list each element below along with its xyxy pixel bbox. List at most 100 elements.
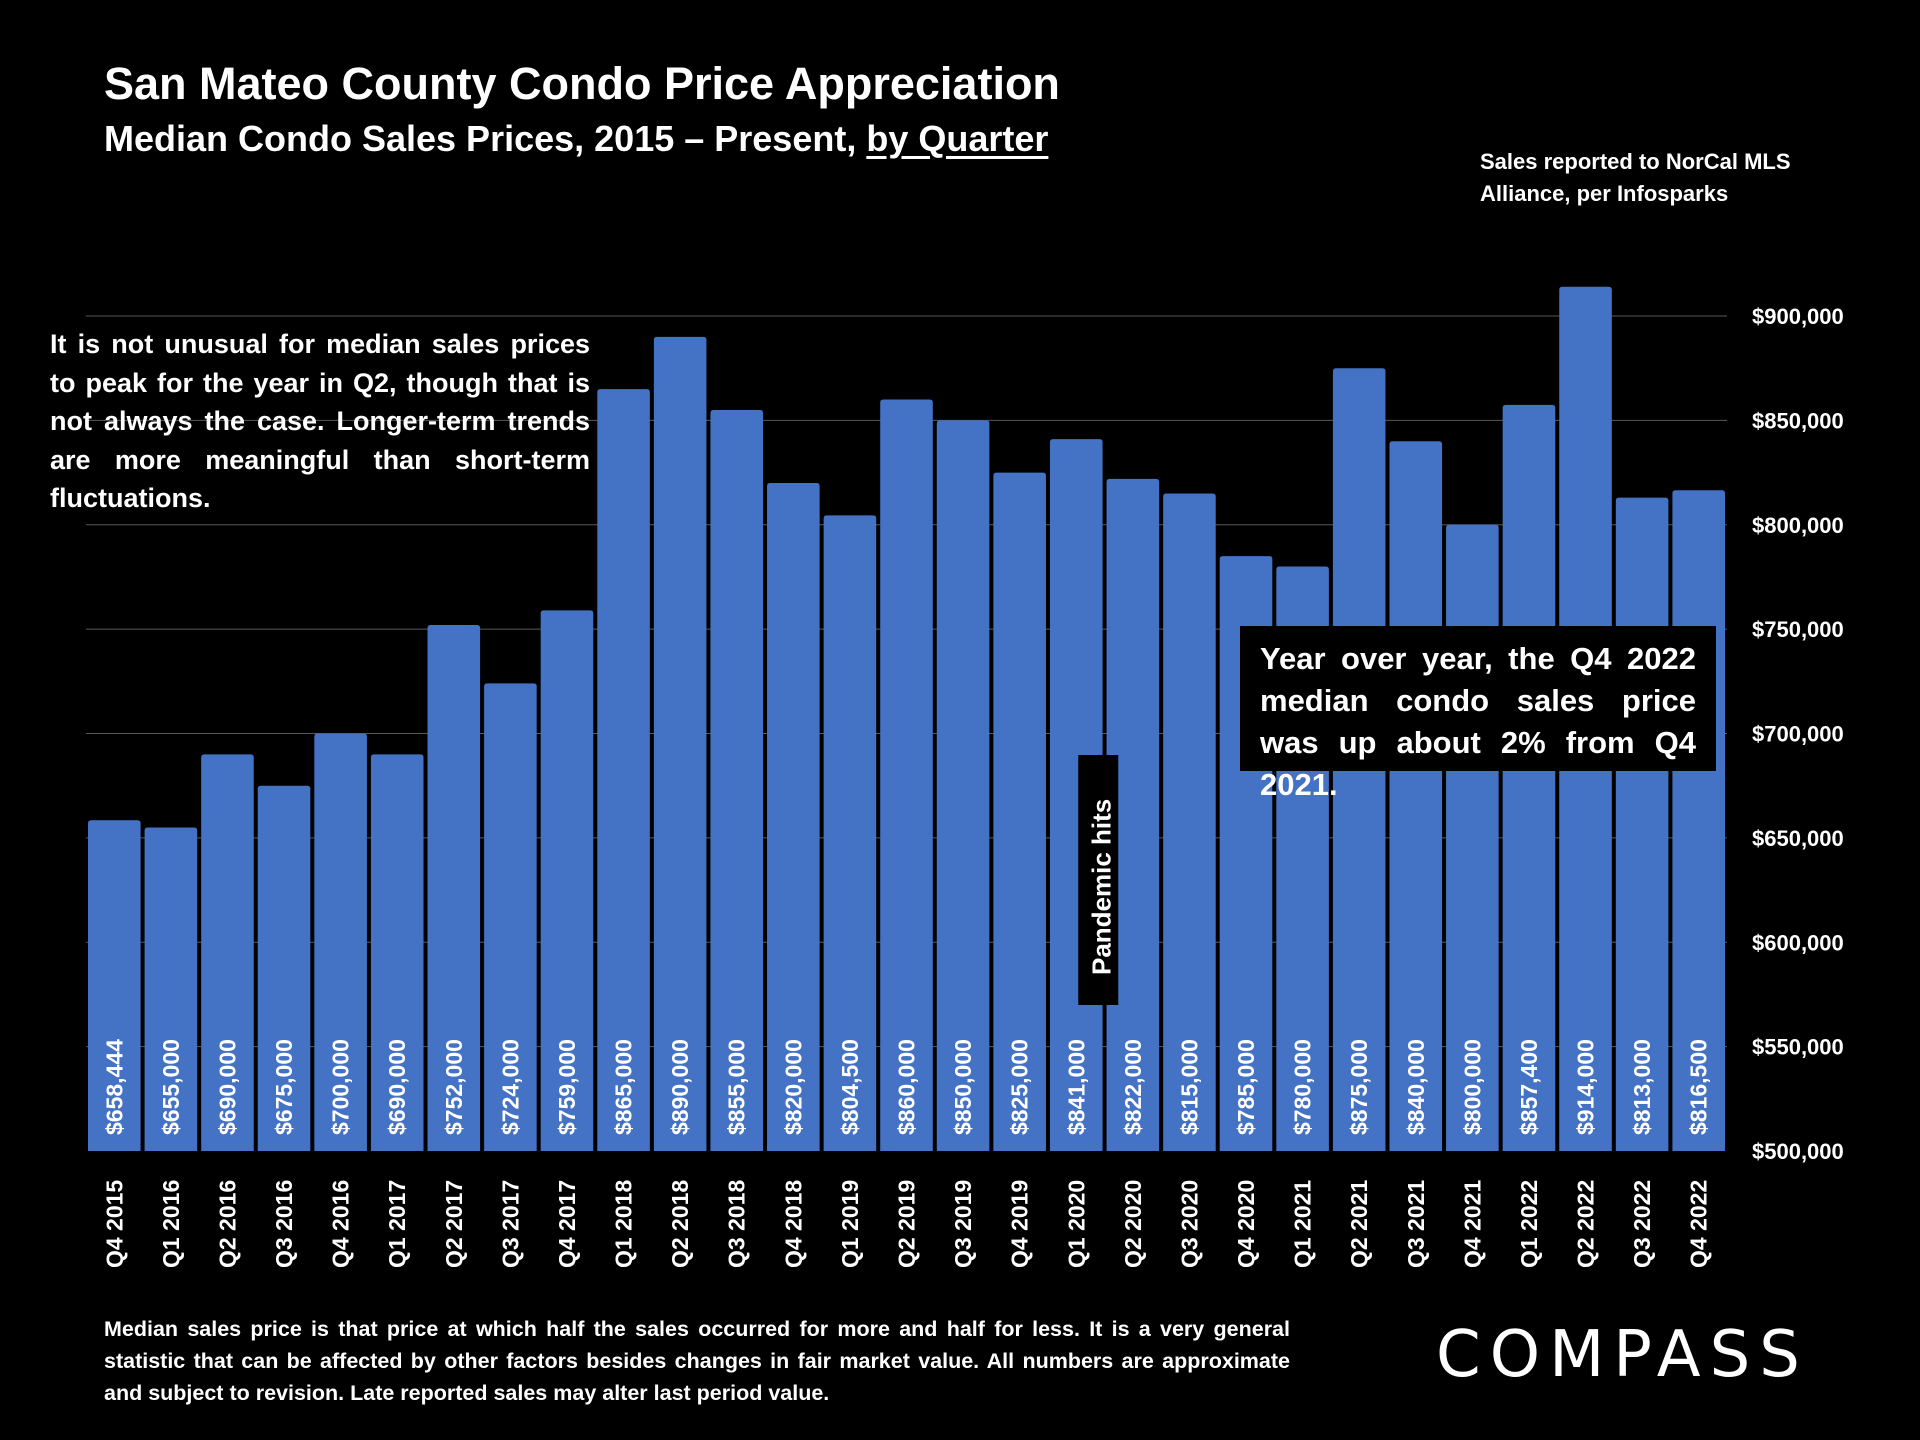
y-axis: $500,000 $550,000 $600,000 $650,000 $700,000… [1752, 304, 1844, 1164]
x-tick-label: Q3 2018 [724, 1180, 750, 1268]
x-tick-label: Q2 2019 [894, 1180, 920, 1268]
x-tick-label: Q3 2020 [1176, 1180, 1202, 1268]
bar-value-label: $785,000 [1233, 1039, 1259, 1135]
bar-value-label: $759,000 [554, 1039, 580, 1135]
bar [823, 515, 877, 1151]
x-tick-label: Q2 2021 [1346, 1180, 1372, 1268]
x-tick-label: Q4 2015 [101, 1180, 127, 1268]
chart-title: San Mateo County Condo Price Appreciatio… [104, 58, 1060, 109]
annotations: Pandemic hits [1078, 755, 1119, 1005]
bar [314, 733, 367, 1151]
pandemic-annotation: Pandemic hits [1086, 799, 1116, 975]
x-tick-label: Q1 2018 [611, 1180, 637, 1268]
subtitle-prefix: Median Condo Sales Prices, 2015 – Presen… [104, 118, 867, 159]
y-tick-label: $800,000 [1752, 513, 1844, 538]
y-tick-label: $900,000 [1752, 304, 1844, 329]
bar-value-label: $865,000 [611, 1039, 637, 1135]
bar [484, 683, 537, 1151]
bar-value-label: $840,000 [1403, 1039, 1429, 1135]
value-labels: $658,444 $655,000 $690,000 $675,000 $700,000… [101, 1039, 1711, 1135]
compass-logo: COMPASS [1436, 1318, 1809, 1392]
bar-value-label: $875,000 [1346, 1039, 1372, 1135]
bar-value-label: $914,000 [1573, 1039, 1599, 1135]
x-tick-label: Q3 2022 [1629, 1180, 1655, 1268]
bar [427, 624, 481, 1151]
bar [1106, 478, 1160, 1151]
x-tick-label: Q2 2022 [1573, 1180, 1599, 1268]
bar-value-label: $855,000 [724, 1039, 750, 1135]
x-tick-label: Q3 2019 [950, 1180, 976, 1268]
bar-value-label: $690,000 [214, 1039, 240, 1135]
bar-value-label: $724,000 [497, 1039, 523, 1135]
x-tick-label: Q2 2020 [1120, 1180, 1146, 1268]
y-tick-label: $600,000 [1752, 930, 1844, 955]
bar [144, 827, 198, 1151]
x-tick-label: Q3 2021 [1403, 1180, 1429, 1268]
x-tick-label: Q4 2022 [1686, 1180, 1712, 1268]
bar [767, 483, 820, 1151]
bar-value-label: $690,000 [384, 1039, 410, 1135]
bar [597, 389, 650, 1151]
bar [540, 610, 594, 1151]
bar-value-label: $860,000 [894, 1039, 920, 1135]
bar-value-label: $780,000 [1290, 1039, 1316, 1135]
bar-value-label: $825,000 [1007, 1039, 1033, 1135]
x-tick-label: Q1 2016 [158, 1180, 184, 1268]
x-tick-label: Q2 2018 [667, 1180, 693, 1268]
footnote: Median sales price is that price at whic… [104, 1317, 1290, 1405]
x-tick-label: Q1 2020 [1063, 1180, 1089, 1268]
annotation-background [1078, 755, 1119, 1005]
y-tick-label: $700,000 [1752, 722, 1844, 747]
bar-value-label: $815,000 [1176, 1039, 1202, 1135]
bar [201, 754, 254, 1151]
bar-value-label: $813,000 [1629, 1039, 1655, 1135]
x-tick-label: Q4 2021 [1459, 1180, 1485, 1268]
bar-value-label: $857,400 [1516, 1039, 1542, 1135]
x-tick-label: Q1 2019 [837, 1180, 863, 1268]
x-tick-label: Q2 2016 [214, 1180, 240, 1268]
bar-value-label: $890,000 [667, 1039, 693, 1135]
bar [710, 409, 764, 1151]
y-tick-label: $850,000 [1752, 408, 1844, 433]
y-tick-label: $650,000 [1752, 826, 1844, 851]
bar-value-label: $850,000 [950, 1039, 976, 1135]
bar-value-label: $820,000 [780, 1039, 806, 1135]
bar [1389, 441, 1443, 1151]
x-tick-label: Q3 2017 [497, 1180, 523, 1268]
x-tick-label: Q1 2021 [1290, 1180, 1316, 1268]
subtitle-underlined: by Quarter [866, 118, 1049, 159]
source-note: Sales reported to NorCal MLS Alliance, p… [1480, 149, 1791, 206]
bar [993, 472, 1046, 1151]
x-tick-label: Q2 2017 [441, 1180, 467, 1268]
x-tick-label: Q3 2016 [271, 1180, 297, 1268]
x-tick-label: Q4 2017 [554, 1180, 580, 1268]
x-axis: Q4 2015 Q1 2016 Q2 2016 Q3 2016 Q4 2016 Q1 20… [101, 1180, 1711, 1268]
bar [880, 399, 933, 1151]
x-tick-label: Q4 2020 [1233, 1180, 1259, 1268]
yoy-callout: Year over year, the Q4 2022 median condo… [1240, 626, 1716, 802]
bar [370, 754, 424, 1151]
y-tick-label: $550,000 [1752, 1035, 1844, 1060]
y-tick-label: $500,000 [1752, 1139, 1844, 1164]
bar [1502, 404, 1556, 1151]
x-tick-label: Q1 2022 [1516, 1180, 1542, 1268]
bar-value-label: $800,000 [1459, 1039, 1485, 1135]
chart-subtitle: Median Condo Sales Prices, 2015 – Presen… [104, 118, 1048, 160]
bar-value-label: $658,444 [101, 1039, 127, 1135]
bar-value-label: $700,000 [328, 1039, 354, 1135]
bar [1163, 493, 1216, 1151]
bar [88, 820, 141, 1151]
bar [936, 420, 990, 1151]
bar [257, 785, 311, 1151]
x-tick-label: Q4 2016 [328, 1180, 354, 1268]
bar-value-label: $655,000 [158, 1039, 184, 1135]
x-tick-label: Q4 2019 [1007, 1180, 1033, 1268]
x-tick-label: Q4 2018 [780, 1180, 806, 1268]
bar [653, 336, 707, 1151]
bar-value-label: $816,500 [1686, 1039, 1712, 1135]
bar-value-label: $804,500 [837, 1039, 863, 1135]
x-tick-label: Q1 2017 [384, 1180, 410, 1268]
bar-value-label: $675,000 [271, 1039, 297, 1135]
bar-value-label: $752,000 [441, 1039, 467, 1135]
